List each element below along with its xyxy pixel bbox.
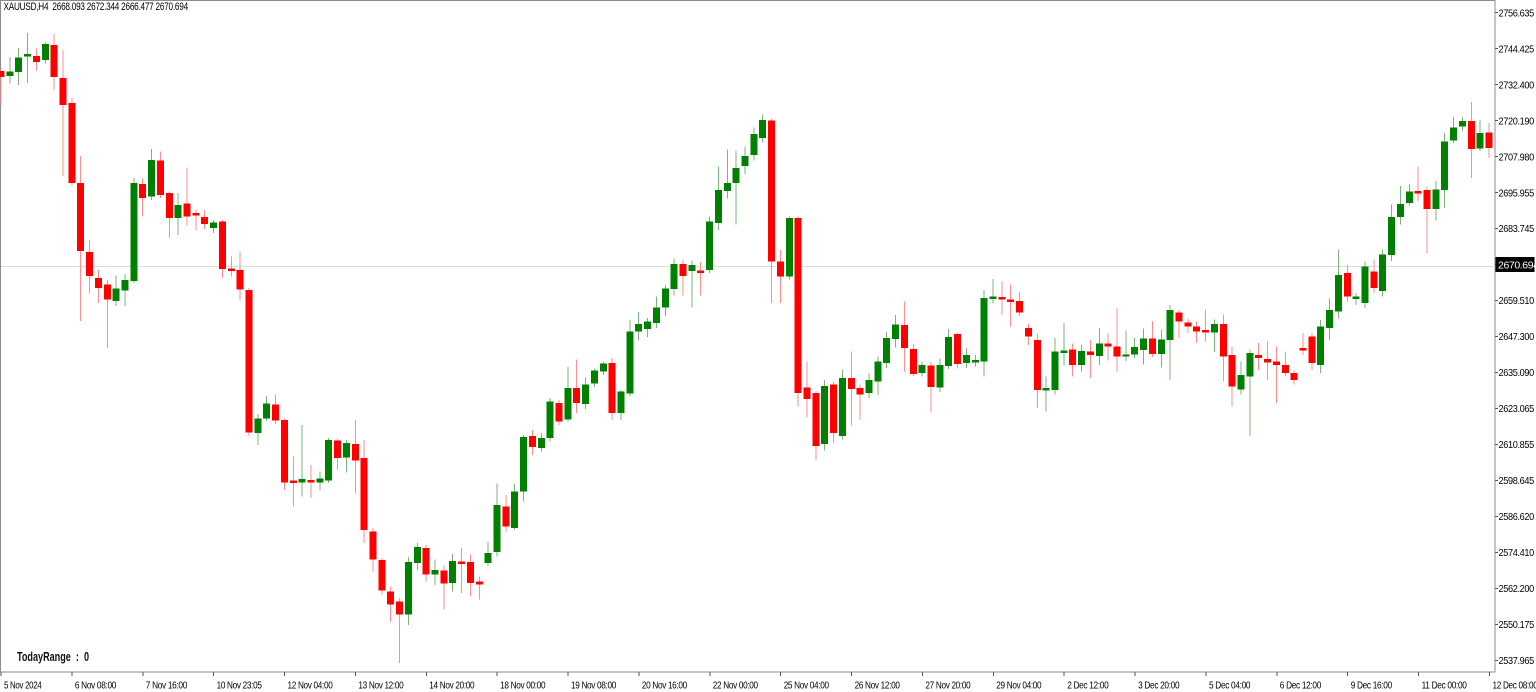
svg-text:20 Nov 16:00: 20 Nov 16:00 — [642, 680, 687, 692]
svg-text:10 Nov 23:05: 10 Nov 23:05 — [217, 680, 262, 692]
svg-text:22 Nov 00:00: 22 Nov 00:00 — [713, 680, 758, 692]
svg-text:2720.190: 2720.190 — [1499, 115, 1535, 127]
svg-text:2756.635: 2756.635 — [1499, 7, 1535, 19]
svg-text:2562.200: 2562.200 — [1499, 583, 1535, 595]
svg-text:12 Nov 04:00: 12 Nov 04:00 — [288, 680, 333, 692]
svg-text:9 Dec 16:00: 9 Dec 16:00 — [1351, 680, 1393, 692]
svg-text:2732.400: 2732.400 — [1499, 79, 1535, 91]
svg-text:2610.855: 2610.855 — [1499, 439, 1535, 451]
svg-text:6 Nov 08:00: 6 Nov 08:00 — [75, 680, 117, 692]
svg-text:26 Nov 12:00: 26 Nov 12:00 — [855, 680, 900, 692]
svg-text:2659.510: 2659.510 — [1499, 295, 1535, 307]
svg-text:7 Nov 16:00: 7 Nov 16:00 — [146, 680, 188, 692]
svg-text:18 Nov 00:00: 18 Nov 00:00 — [500, 680, 545, 692]
svg-text:3 Dec 20:00: 3 Dec 20:00 — [1138, 680, 1180, 692]
svg-text:13 Nov 12:00: 13 Nov 12:00 — [358, 680, 403, 692]
svg-text:2647.300: 2647.300 — [1499, 331, 1535, 343]
svg-text:2537.965: 2537.965 — [1499, 655, 1535, 667]
svg-text:2635.090: 2635.090 — [1499, 367, 1535, 379]
svg-text:2623.065: 2623.065 — [1499, 403, 1535, 415]
svg-text:2683.745: 2683.745 — [1499, 223, 1535, 235]
svg-text:5 Dec 04:00: 5 Dec 04:00 — [1209, 680, 1251, 692]
svg-text:2574.410: 2574.410 — [1499, 547, 1535, 559]
svg-text:2 Dec 12:00: 2 Dec 12:00 — [1067, 680, 1109, 692]
svg-text:2695.955: 2695.955 — [1499, 187, 1535, 199]
svg-text:6 Dec 12:00: 6 Dec 12:00 — [1280, 680, 1322, 692]
svg-text:TodayRange : 0: TodayRange : 0 — [17, 649, 89, 664]
svg-text:2586.620: 2586.620 — [1499, 511, 1535, 523]
svg-text:XAUUSD,H4 2668.093 2672.344 2: XAUUSD,H4 2668.093 2672.344 2666.477 267… — [4, 1, 189, 13]
svg-text:29 Nov 04:00: 29 Nov 04:00 — [996, 680, 1041, 692]
svg-text:12 Dec 08:00: 12 Dec 08:00 — [1493, 680, 1536, 692]
svg-text:2707.980: 2707.980 — [1499, 151, 1535, 163]
svg-text:25 Nov 04:00: 25 Nov 04:00 — [784, 680, 829, 692]
svg-text:14 Nov 20:00: 14 Nov 20:00 — [429, 680, 474, 692]
svg-text:11 Dec 00:00: 11 Dec 00:00 — [1422, 680, 1467, 692]
svg-text:2670.694: 2670.694 — [1498, 260, 1536, 272]
svg-text:5 Nov 2024: 5 Nov 2024 — [4, 680, 42, 692]
svg-text:2744.425: 2744.425 — [1499, 43, 1535, 55]
svg-text:27 Nov 20:00: 27 Nov 20:00 — [925, 680, 970, 692]
svg-text:2598.645: 2598.645 — [1499, 475, 1535, 487]
svg-text:2550.175: 2550.175 — [1499, 619, 1535, 631]
svg-text:19 Nov 08:00: 19 Nov 08:00 — [571, 680, 616, 692]
